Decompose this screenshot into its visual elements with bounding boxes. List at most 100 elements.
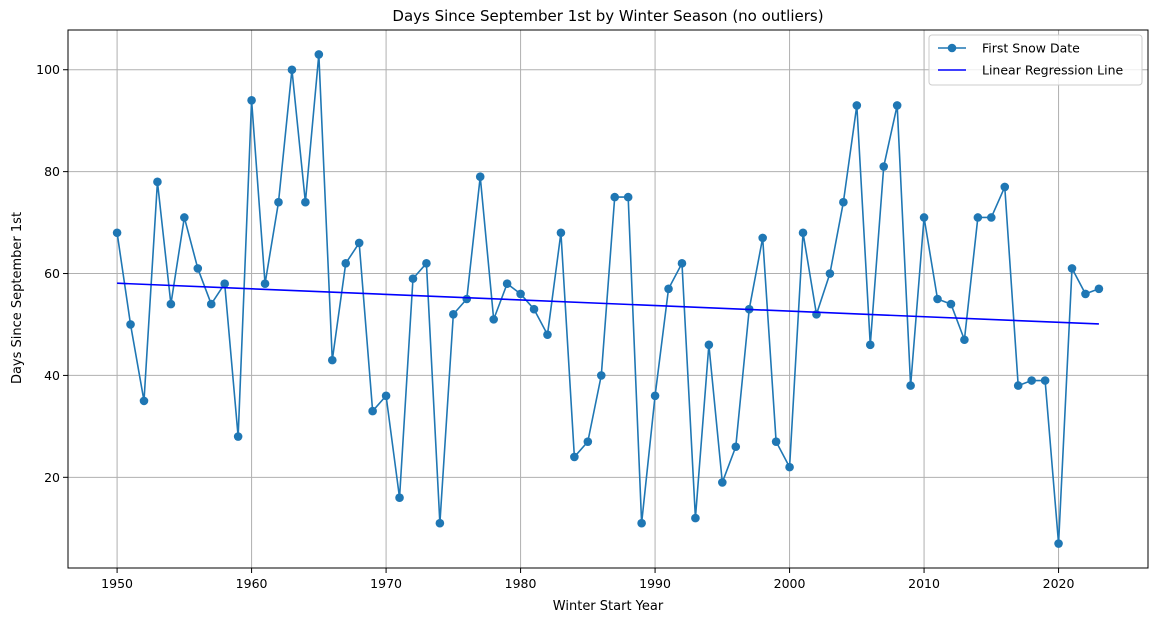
first-snow-date-point — [556, 228, 566, 238]
first-snow-date-point — [327, 355, 337, 365]
first-snow-date-point — [449, 309, 458, 319]
first-snow-date-point — [301, 197, 310, 207]
x-tick-label: 1960 — [236, 576, 268, 591]
first-snow-date-point — [623, 192, 633, 202]
x-tick-label: 1970 — [370, 576, 402, 591]
first-snow-date-point — [771, 437, 781, 446]
x-tick-label: 1980 — [505, 576, 537, 591]
first-snow-date-point — [502, 279, 512, 289]
first-snow-date-point — [946, 299, 956, 309]
first-snow-date-point — [1013, 381, 1023, 390]
first-snow-date-point — [354, 238, 364, 248]
axes: 1950 1960 1970 1980 1990 2000 2010 202020406080… — [36, 29, 1149, 591]
first-snow-date-point — [718, 478, 727, 487]
first-snow-date-point — [987, 213, 996, 222]
first-snow-date-point — [139, 396, 149, 406]
first-snow-date-point — [489, 315, 498, 324]
x-tick-label: 2010 — [908, 576, 940, 591]
y-axis-label: Days Since September 1st — [10, 212, 25, 384]
first-snow-date-point — [785, 462, 794, 472]
first-snow-date-point — [892, 101, 902, 110]
legend-frame — [928, 34, 1143, 86]
first-snow-date-point — [731, 442, 741, 452]
y-tick-label: 80 — [44, 164, 60, 179]
first-snow-date-point — [865, 340, 875, 350]
first-snow-date-point — [798, 228, 808, 238]
first-snow-date-point — [408, 274, 418, 283]
first-snow-date-point — [691, 513, 700, 523]
first-snow-date-point — [287, 65, 297, 75]
y-tick-label: 40 — [44, 368, 60, 383]
first-snow-date-point — [543, 330, 552, 339]
first-snow-date-point — [314, 50, 324, 59]
first-snow-date-point — [166, 299, 176, 309]
first-snow-date-point — [919, 213, 929, 222]
first-snow-date-point — [933, 294, 942, 304]
first-snow-date-point — [206, 299, 216, 309]
first-snow-date-point — [274, 197, 283, 207]
first-snow-date-point — [153, 177, 162, 187]
first-snow-date-point — [395, 493, 404, 502]
grid-lines — [68, 30, 1148, 568]
first-snow-date-point — [1027, 376, 1036, 385]
series-layer — [112, 50, 1104, 548]
first-snow-date-point — [812, 309, 821, 319]
y-tick-label: 60 — [44, 266, 60, 281]
y-tick-label: 100 — [36, 62, 60, 77]
first-snow-date-point — [637, 518, 646, 528]
first-snow-date-point — [368, 406, 377, 416]
first-snow-date-point — [839, 197, 848, 207]
first-snow-date-point — [341, 259, 351, 268]
first-snow-date-point — [435, 518, 445, 528]
first-snow-date-point — [247, 96, 256, 105]
chart-title: Days Since September 1st by Winter Seaso… — [392, 7, 823, 25]
x-tick-label: 1950 — [101, 576, 133, 591]
y-tick-label: 20 — [44, 470, 60, 485]
first-snow-date-point — [973, 213, 983, 222]
first-snow-date-point — [1040, 376, 1050, 385]
first-snow-date-point — [610, 192, 620, 202]
first-snow-date-point — [112, 228, 122, 238]
first-snow-date-point — [1067, 264, 1077, 273]
first-snow-date-point — [664, 284, 673, 294]
first-snow-date-point — [1094, 284, 1104, 294]
first-snow-date-point — [126, 320, 135, 329]
first-snow-date-point — [879, 162, 889, 171]
first-snow-date-line — [116, 53, 1100, 545]
first-snow-date-point — [381, 391, 391, 401]
first-snow-date-point — [570, 452, 579, 462]
first-snow-date-point — [583, 437, 593, 446]
x-tick-label: 1990 — [639, 576, 671, 591]
first-snow-date-point — [758, 233, 767, 243]
first-snow-date-point — [475, 172, 485, 182]
first-snow-date-point — [516, 289, 525, 299]
first-snow-date-point — [422, 259, 431, 268]
first-snow-date-point — [825, 269, 835, 278]
x-tick-label: 2020 — [1043, 576, 1075, 591]
first-snow-date-point — [650, 391, 660, 401]
first-snow-date-point — [1081, 289, 1090, 299]
legend-label-first-snow-date: First Snow Date — [982, 41, 1080, 56]
plot-frame — [67, 29, 1149, 569]
first-snow-date-point — [1000, 182, 1010, 192]
first-snow-date-point — [960, 335, 969, 345]
first-snow-date-point — [180, 213, 189, 222]
first-snow-date-point — [260, 279, 270, 289]
x-tick-label: 2000 — [774, 576, 806, 591]
first-snow-date-point — [1054, 539, 1063, 548]
first-snow-date-point — [596, 371, 606, 380]
first-snow-date-point — [462, 294, 472, 304]
first-snow-date-point — [233, 432, 243, 441]
x-axis-label: Winter Start Year — [553, 599, 664, 614]
legend-label-regression-line: Linear Regression Line — [982, 63, 1124, 78]
first-snow-date-point — [529, 304, 539, 314]
first-snow-date-point — [852, 101, 862, 110]
first-snow-date-point — [677, 259, 687, 268]
first-snow-date-point — [220, 279, 229, 289]
first-snow-date-point — [193, 264, 203, 273]
legend-marker-first-snow-date — [947, 43, 957, 53]
first-snow-date-point — [704, 340, 714, 350]
legend: First Snow Date Linear Regression Line — [928, 34, 1143, 86]
